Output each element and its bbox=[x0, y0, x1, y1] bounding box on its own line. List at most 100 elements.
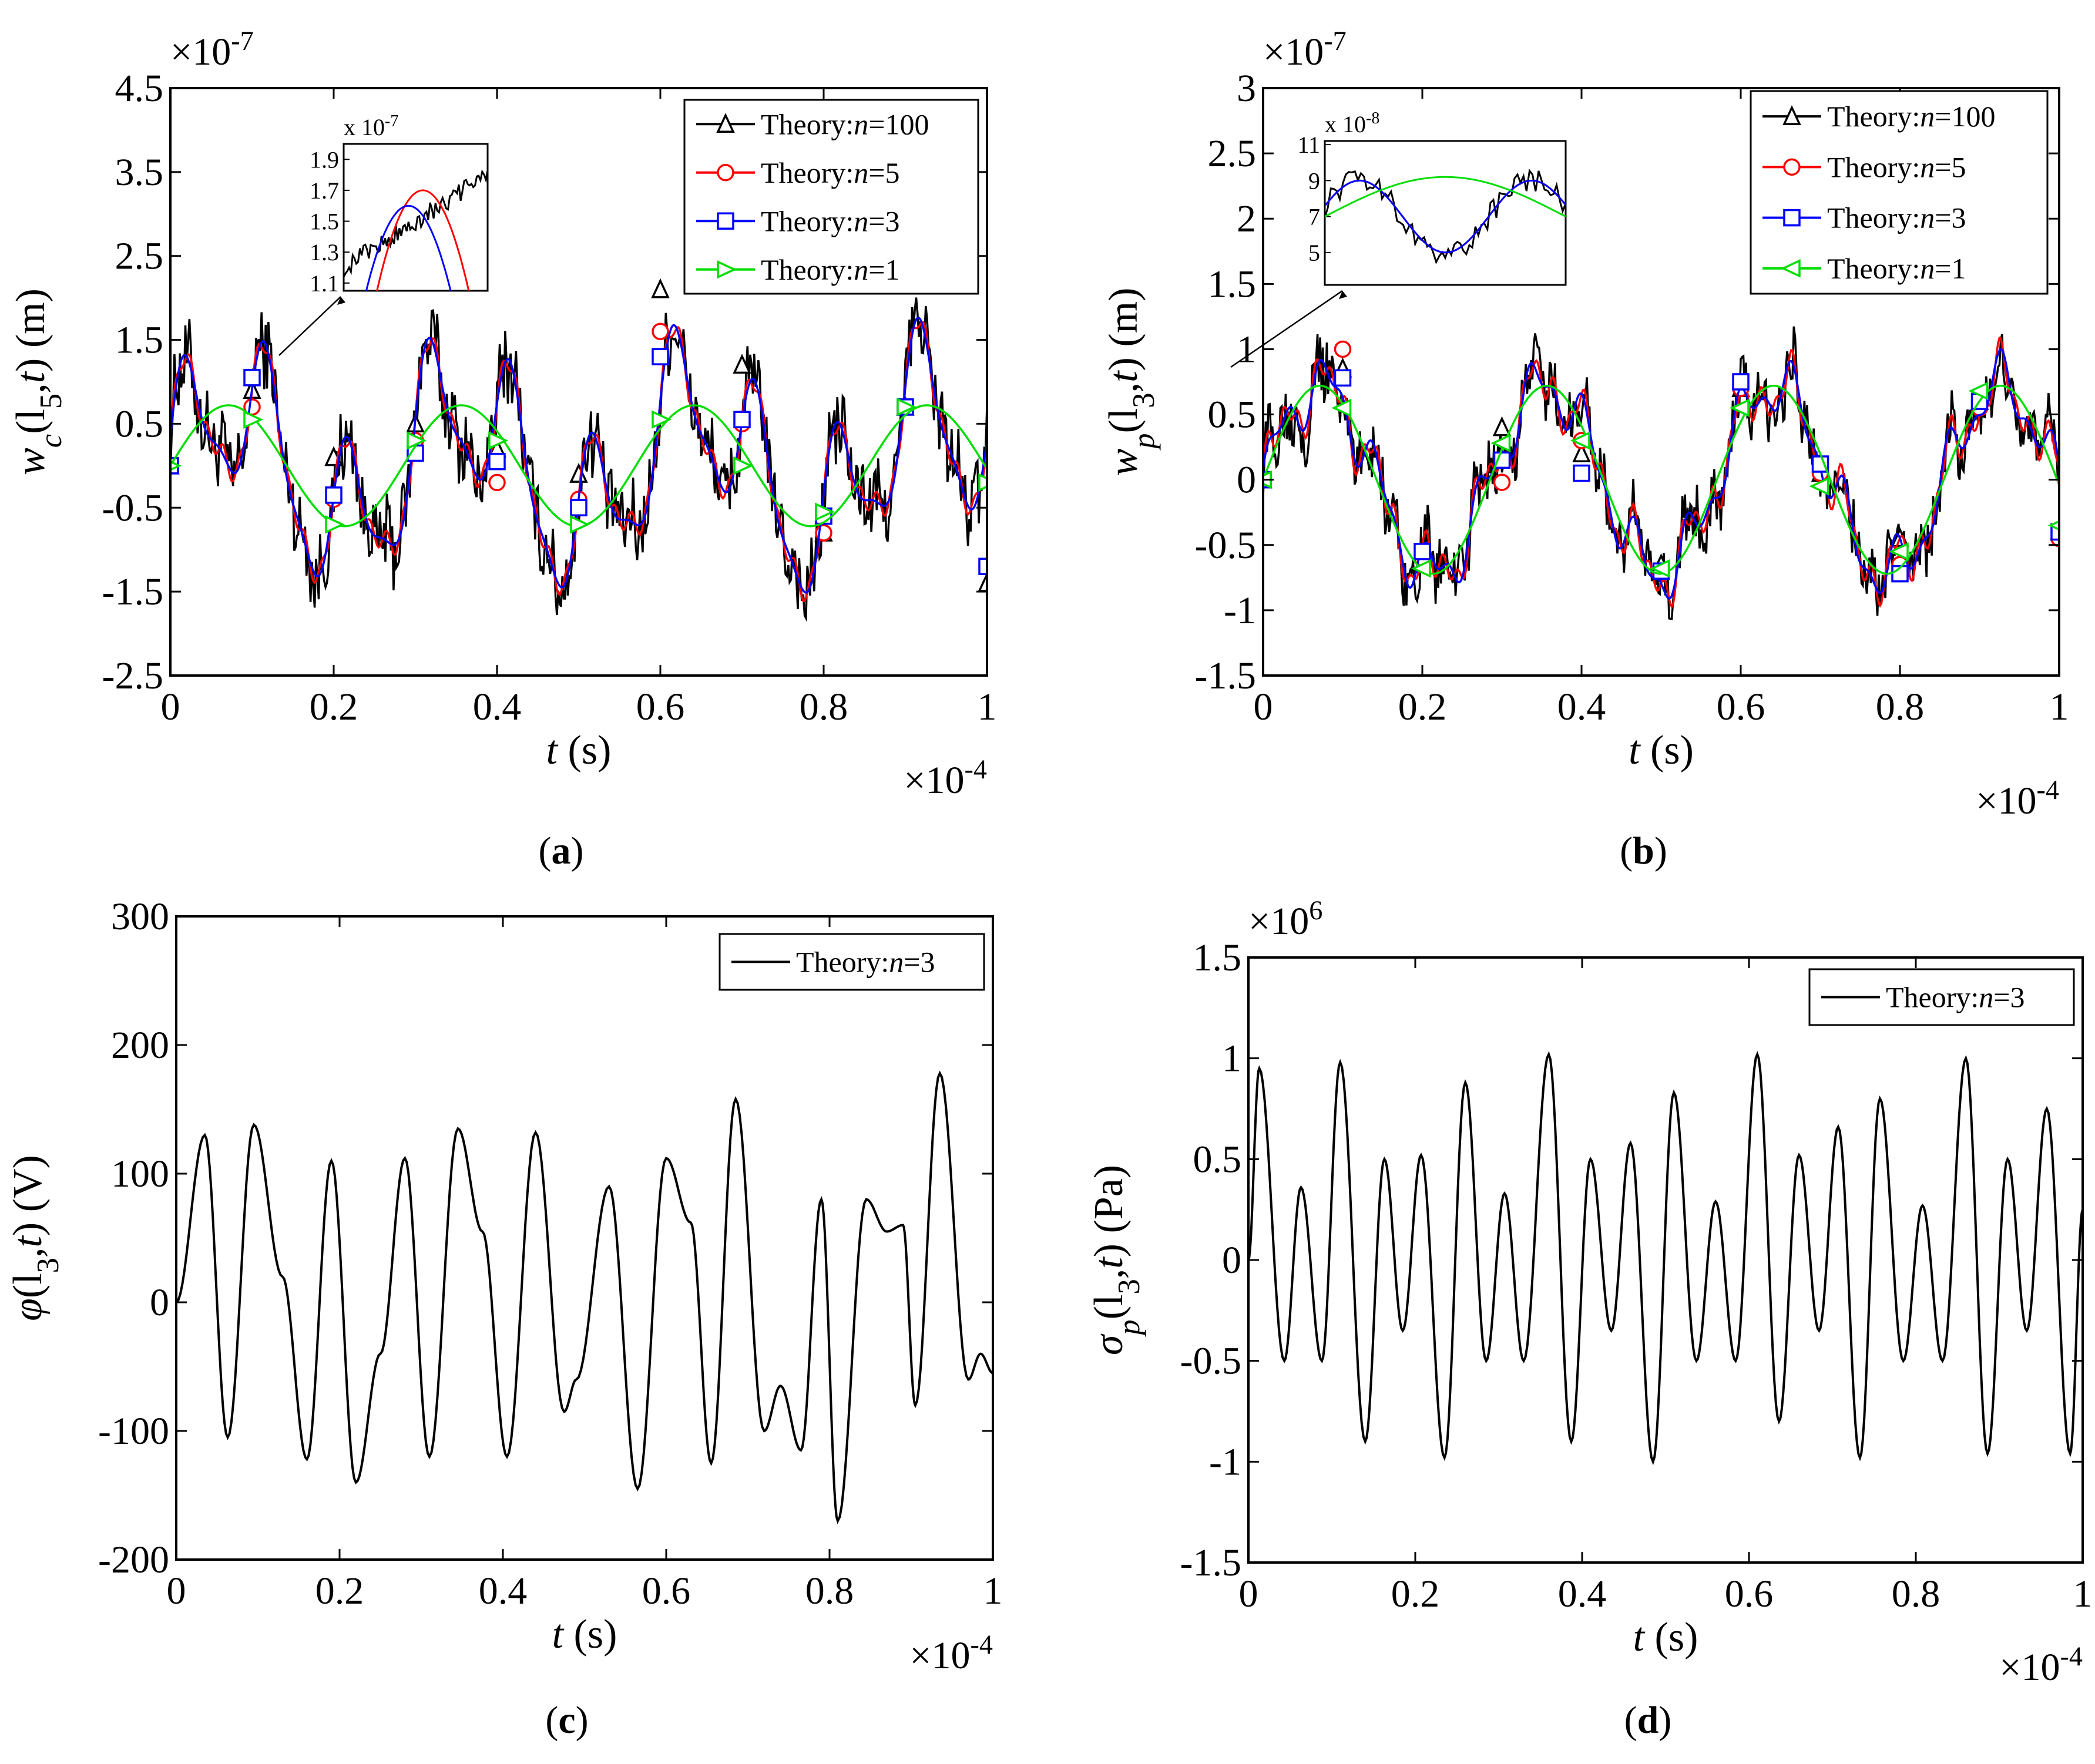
y-axis-label-d: σp(l3,t) (Pa) bbox=[1086, 1165, 1146, 1355]
y-tick-label-a: 1.5 bbox=[115, 319, 164, 362]
inset-frame-b bbox=[1324, 140, 1567, 286]
marker-a-0-7 bbox=[733, 354, 751, 374]
legend-label-a-2: Theory:n=3 bbox=[761, 204, 899, 237]
marker-b-1-1 bbox=[1334, 340, 1352, 358]
marker-b-3-9 bbox=[1968, 381, 1989, 401]
marker-a-3-2 bbox=[325, 515, 345, 534]
inset-tick-label-b: 11 bbox=[1297, 132, 1320, 158]
inset-line-b-3 bbox=[1325, 176, 1566, 217]
y-tick-label-a: 0.5 bbox=[115, 402, 164, 445]
marker-a-3-4 bbox=[488, 431, 509, 450]
inset-line-b-2 bbox=[1325, 179, 1566, 254]
inset-tick-label-a: 1.5 bbox=[310, 209, 339, 235]
x-axis-label-b: t (s) bbox=[1629, 728, 1694, 773]
y-tick-label-d: -0.5 bbox=[1180, 1340, 1241, 1383]
y-tick-label-a: -1.5 bbox=[102, 570, 163, 613]
inset-exponent-a: x 10-7 bbox=[344, 112, 398, 141]
marker-b-3-5 bbox=[1650, 559, 1670, 578]
chart-a: 0 0.2 0.4 0.6 0.8 1 4.5 3.5 2.5 1.5 0.5 -0.5 -1.5 -2.… bbox=[8, 26, 997, 873]
y-tick-label-b: -0.5 bbox=[1195, 524, 1256, 567]
y-tick-label-b: -1 bbox=[1224, 589, 1256, 632]
marker-a-2-4 bbox=[488, 452, 506, 471]
inset-line-a-1 bbox=[376, 189, 470, 291]
marker-a-2-10 bbox=[978, 557, 987, 576]
x-tick-label-a: 0.2 bbox=[310, 686, 358, 728]
inset-tick-label-b: 9 bbox=[1308, 167, 1320, 194]
marker-b-2-1 bbox=[1334, 369, 1352, 387]
series-line-b-2 bbox=[1263, 348, 2059, 600]
inset-exponent-b: x 10-8 bbox=[1325, 109, 1379, 138]
y-tick-label-c: 100 bbox=[111, 1153, 169, 1195]
marker-a-2-2 bbox=[325, 486, 343, 504]
y-tick-label-d: 1.5 bbox=[1193, 936, 1242, 979]
y-tick-label-b: 1 bbox=[1237, 328, 1256, 371]
marker-b-0-3 bbox=[1492, 416, 1512, 436]
x-exponent-b: ×10-4 bbox=[1976, 775, 2059, 823]
plot-area-c bbox=[176, 1070, 993, 1524]
x-tick-label-d: 0.2 bbox=[1391, 1573, 1440, 1615]
x-axis-label-d: t (s) bbox=[1633, 1615, 1698, 1660]
legend-label-a-1: Theory:n=5 bbox=[761, 156, 899, 189]
legend-label-c-0: Theory:n=3 bbox=[796, 946, 935, 979]
marker-a-2-6 bbox=[652, 348, 669, 365]
x-tick-label-c: 0.8 bbox=[805, 1570, 854, 1612]
y-exponent-b: ×10-7 bbox=[1263, 26, 1347, 74]
marker-b-3-6 bbox=[1729, 398, 1750, 418]
marker-b-2-6 bbox=[1732, 373, 1750, 391]
legend-marker-b-0 bbox=[1782, 105, 1801, 125]
x-exponent-a: ×10-4 bbox=[904, 754, 987, 802]
y-axis-label-b: wp(l3,t) (m) bbox=[1101, 288, 1161, 476]
marker-a-2-1 bbox=[243, 369, 261, 387]
marker-b-3-3 bbox=[1490, 434, 1511, 453]
x-tick-label-b: 0.6 bbox=[1717, 686, 1765, 728]
x-tick-label-b: 1 bbox=[2050, 686, 2069, 728]
marker-a-3-9 bbox=[897, 398, 917, 416]
inset-tick-label-b: 5 bbox=[1308, 240, 1320, 266]
caption-c: (c) bbox=[545, 1699, 588, 1742]
y-tick-label-b: 2.5 bbox=[1208, 132, 1257, 175]
inset-plot-a bbox=[344, 169, 488, 291]
marker-b-2-4 bbox=[1573, 464, 1590, 482]
inset-frame-a bbox=[343, 143, 489, 292]
inset-line-a-2 bbox=[365, 204, 452, 291]
inset-arrowhead-b bbox=[1339, 291, 1347, 299]
inset-tick-label-a: 1.3 bbox=[310, 239, 339, 266]
x-exponent-c: ×10-4 bbox=[909, 1629, 993, 1678]
x-tick-label-b: 0.8 bbox=[1876, 686, 1925, 728]
y-tick-label-d: -1 bbox=[1209, 1440, 1241, 1483]
legend-marker-b-2 bbox=[1783, 209, 1801, 227]
marker-a-3-8 bbox=[815, 502, 835, 522]
x-tick-label-d: 0.4 bbox=[1558, 1573, 1607, 1615]
marker-b-1-3 bbox=[1493, 473, 1511, 491]
inset-tick-label-b: 7 bbox=[1308, 204, 1320, 230]
inset-line-a-0 bbox=[344, 169, 488, 277]
x-exponent-d: ×10-4 bbox=[1999, 1641, 2083, 1689]
x-tick-label-a: 0 bbox=[161, 686, 180, 728]
y-tick-label-c: 0 bbox=[150, 1281, 169, 1324]
inset-plot-b bbox=[1325, 168, 1566, 265]
x-tick-label-b: 0.4 bbox=[1557, 686, 1606, 728]
x-tick-label-a: 0.6 bbox=[636, 686, 685, 728]
legend-label-b-1: Theory:n=5 bbox=[1827, 150, 1966, 183]
x-tick-label-b: 0 bbox=[1254, 686, 1273, 728]
axes-frame-a bbox=[169, 87, 988, 677]
marker-a-0-6 bbox=[651, 278, 670, 298]
chart-d: 0 0.2 0.4 0.6 0.8 1 1.5 1 0.5 0 -0.5 -1 -1.5 t (s) σp(… bbox=[1086, 895, 2093, 1742]
legend-marker-a-1 bbox=[717, 164, 734, 182]
plot-area-b bbox=[1263, 326, 2059, 620]
x-tick-label-c: 0.6 bbox=[642, 1570, 691, 1612]
x-axis-label-c: t (s) bbox=[552, 1612, 617, 1657]
y-tick-label-b: -1.5 bbox=[1195, 654, 1256, 697]
marker-a-1-4 bbox=[488, 473, 506, 492]
legend-label-a-3: Theory:n=1 bbox=[761, 253, 899, 286]
marker-b-3-4 bbox=[1570, 431, 1590, 450]
axes-frame-c bbox=[175, 915, 994, 1561]
marker-b-2-7 bbox=[1811, 455, 1829, 473]
legend-label-b-0: Theory:n=100 bbox=[1827, 100, 1995, 133]
series-line-c-0 bbox=[176, 1070, 993, 1524]
y-tick-label-a: 2.5 bbox=[115, 235, 164, 278]
y-tick-label-c: -100 bbox=[98, 1410, 169, 1453]
y-axis-label-a: wc(l5,t) (m) bbox=[8, 288, 68, 475]
